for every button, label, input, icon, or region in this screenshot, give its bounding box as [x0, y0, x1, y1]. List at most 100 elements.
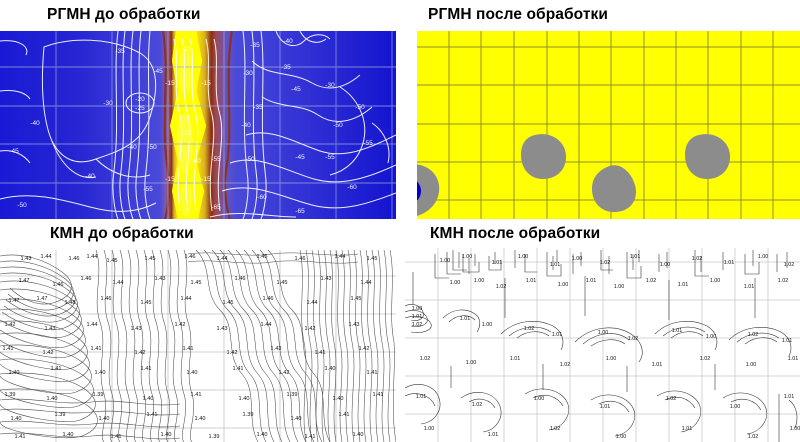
svg-text:1.40: 1.40	[99, 416, 110, 422]
svg-text:1.02: 1.02	[524, 326, 535, 332]
svg-text:1.45: 1.45	[351, 296, 362, 302]
svg-text:1.45: 1.45	[367, 256, 378, 262]
svg-text:-10: -10	[181, 46, 191, 53]
svg-text:-60: -60	[347, 184, 357, 191]
anomaly-blob-1	[521, 134, 567, 179]
svg-text:-55: -55	[211, 156, 221, 163]
svg-text:1.02: 1.02	[646, 278, 657, 284]
svg-text:-35: -35	[253, 104, 263, 111]
svg-text:1.01: 1.01	[510, 356, 521, 362]
svg-text:1.00: 1.00	[558, 282, 569, 288]
svg-text:1.45: 1.45	[145, 256, 156, 262]
svg-text:-45: -45	[153, 68, 163, 75]
svg-text:1.00: 1.00	[412, 306, 423, 312]
svg-text:1.43: 1.43	[131, 326, 142, 332]
svg-text:1.40: 1.40	[187, 370, 198, 376]
rgmn-before-plot: -40 -30 -40 -40 -20 -25 -45 -50 -35 -45 …	[0, 31, 396, 219]
svg-text:1.02: 1.02	[784, 262, 795, 268]
svg-text:-15: -15	[165, 80, 175, 87]
svg-text:1.00: 1.00	[614, 284, 625, 290]
svg-text:1.40: 1.40	[143, 396, 154, 402]
svg-text:1.44: 1.44	[113, 280, 124, 286]
kmn-before-plot: 1.43 1.44 1.46 1.44 1.45 1.45 1.46 1.44 1.45…	[0, 250, 396, 442]
svg-text:1.01: 1.01	[678, 282, 689, 288]
svg-text:-50: -50	[147, 144, 157, 151]
svg-text:1.44: 1.44	[181, 296, 192, 302]
svg-text:1.02: 1.02	[600, 260, 611, 266]
svg-text:-45: -45	[295, 154, 305, 161]
svg-text:1.00: 1.00	[450, 280, 461, 286]
panel-title-rgmn-before: РГМН до обработки	[47, 6, 201, 23]
svg-text:1.40: 1.40	[195, 416, 206, 422]
svg-text:1.44: 1.44	[307, 300, 318, 306]
svg-text:1.00: 1.00	[424, 426, 435, 432]
anomaly-blob-edge	[417, 164, 440, 216]
svg-text:1.42: 1.42	[305, 326, 316, 332]
svg-text:1.43: 1.43	[321, 276, 332, 282]
svg-text:1.41: 1.41	[367, 370, 378, 376]
svg-text:-15: -15	[201, 176, 211, 183]
svg-text:1.01: 1.01	[788, 356, 799, 362]
svg-text:1.42: 1.42	[359, 346, 370, 352]
svg-text:1.01: 1.01	[682, 426, 693, 432]
svg-text:1.39: 1.39	[93, 392, 104, 398]
svg-text:1.44: 1.44	[87, 322, 98, 328]
svg-text:-40: -40	[127, 144, 137, 151]
svg-text:1.44: 1.44	[41, 254, 52, 260]
svg-text:1.42: 1.42	[135, 350, 146, 356]
svg-text:1.43: 1.43	[21, 256, 32, 262]
svg-text:1.41: 1.41	[141, 366, 152, 372]
svg-text:1.00: 1.00	[518, 254, 529, 260]
svg-text:1.39: 1.39	[209, 434, 220, 440]
kmn-before-grid	[0, 250, 396, 442]
svg-text:1.40: 1.40	[353, 432, 364, 438]
svg-text:-35: -35	[250, 42, 260, 49]
svg-text:-40: -40	[30, 120, 40, 127]
svg-text:-30: -30	[243, 70, 253, 77]
svg-text:1.01: 1.01	[724, 260, 735, 266]
svg-text:1.41: 1.41	[339, 412, 350, 418]
svg-text:1.45: 1.45	[223, 300, 234, 306]
kmn-before-contours	[0, 250, 396, 442]
svg-text:1.40: 1.40	[63, 432, 74, 438]
svg-text:1.01: 1.01	[600, 404, 611, 410]
svg-text:1.44: 1.44	[217, 256, 228, 262]
svg-text:1.00: 1.00	[730, 404, 741, 410]
panel-title-kmn-before: КМН до обработки	[50, 225, 194, 242]
svg-text:1.43: 1.43	[217, 326, 228, 332]
svg-text:1.44: 1.44	[361, 280, 372, 286]
svg-text:1.45: 1.45	[257, 254, 268, 260]
svg-text:1.40: 1.40	[11, 416, 22, 422]
svg-text:1.02: 1.02	[412, 322, 423, 328]
svg-text:-15: -15	[201, 80, 211, 87]
svg-text:1.01: 1.01	[416, 394, 427, 400]
kmn-after-plot: 1.00 1.00 1.01 1.00 1.01 1.00 1.02 1.01 1.00…	[405, 248, 800, 442]
panel-kmn-before: 1.43 1.44 1.46 1.44 1.45 1.45 1.46 1.44 1.45…	[0, 250, 396, 442]
panel-title-kmn-after: КМН после обработки	[430, 225, 601, 242]
svg-text:1.02: 1.02	[560, 362, 571, 368]
svg-text:1.41: 1.41	[3, 346, 14, 352]
svg-text:1.43: 1.43	[45, 326, 56, 332]
svg-text:1.46: 1.46	[263, 296, 274, 302]
svg-text:1.39: 1.39	[243, 412, 254, 418]
svg-text:1.48: 1.48	[65, 300, 76, 306]
svg-text:1.00: 1.00	[790, 426, 800, 432]
svg-text:1.45: 1.45	[277, 280, 288, 286]
rgmn-after-plot	[417, 31, 800, 219]
svg-text:-45: -45	[9, 148, 19, 155]
svg-text:1.00: 1.00	[440, 258, 451, 264]
panel-kmn-after: 1.00 1.00 1.01 1.00 1.01 1.00 1.02 1.01 1.00…	[405, 248, 800, 442]
svg-text:1.44: 1.44	[87, 254, 98, 260]
svg-text:1.46: 1.46	[53, 282, 64, 288]
svg-text:1.42: 1.42	[279, 370, 290, 376]
svg-text:1.39: 1.39	[5, 392, 16, 398]
svg-text:1.41: 1.41	[51, 366, 62, 372]
svg-text:-30: -30	[325, 82, 335, 89]
kmn-before-labels: 1.43 1.44 1.46 1.44 1.45 1.45 1.46 1.44 1.45…	[3, 254, 384, 440]
svg-text:1.01: 1.01	[652, 362, 663, 368]
svg-text:1.41: 1.41	[305, 434, 316, 440]
svg-text:1.02: 1.02	[700, 356, 711, 362]
svg-text:1.40: 1.40	[95, 370, 106, 376]
kmn-after-contours	[405, 250, 798, 442]
svg-text:1.42: 1.42	[5, 322, 16, 328]
